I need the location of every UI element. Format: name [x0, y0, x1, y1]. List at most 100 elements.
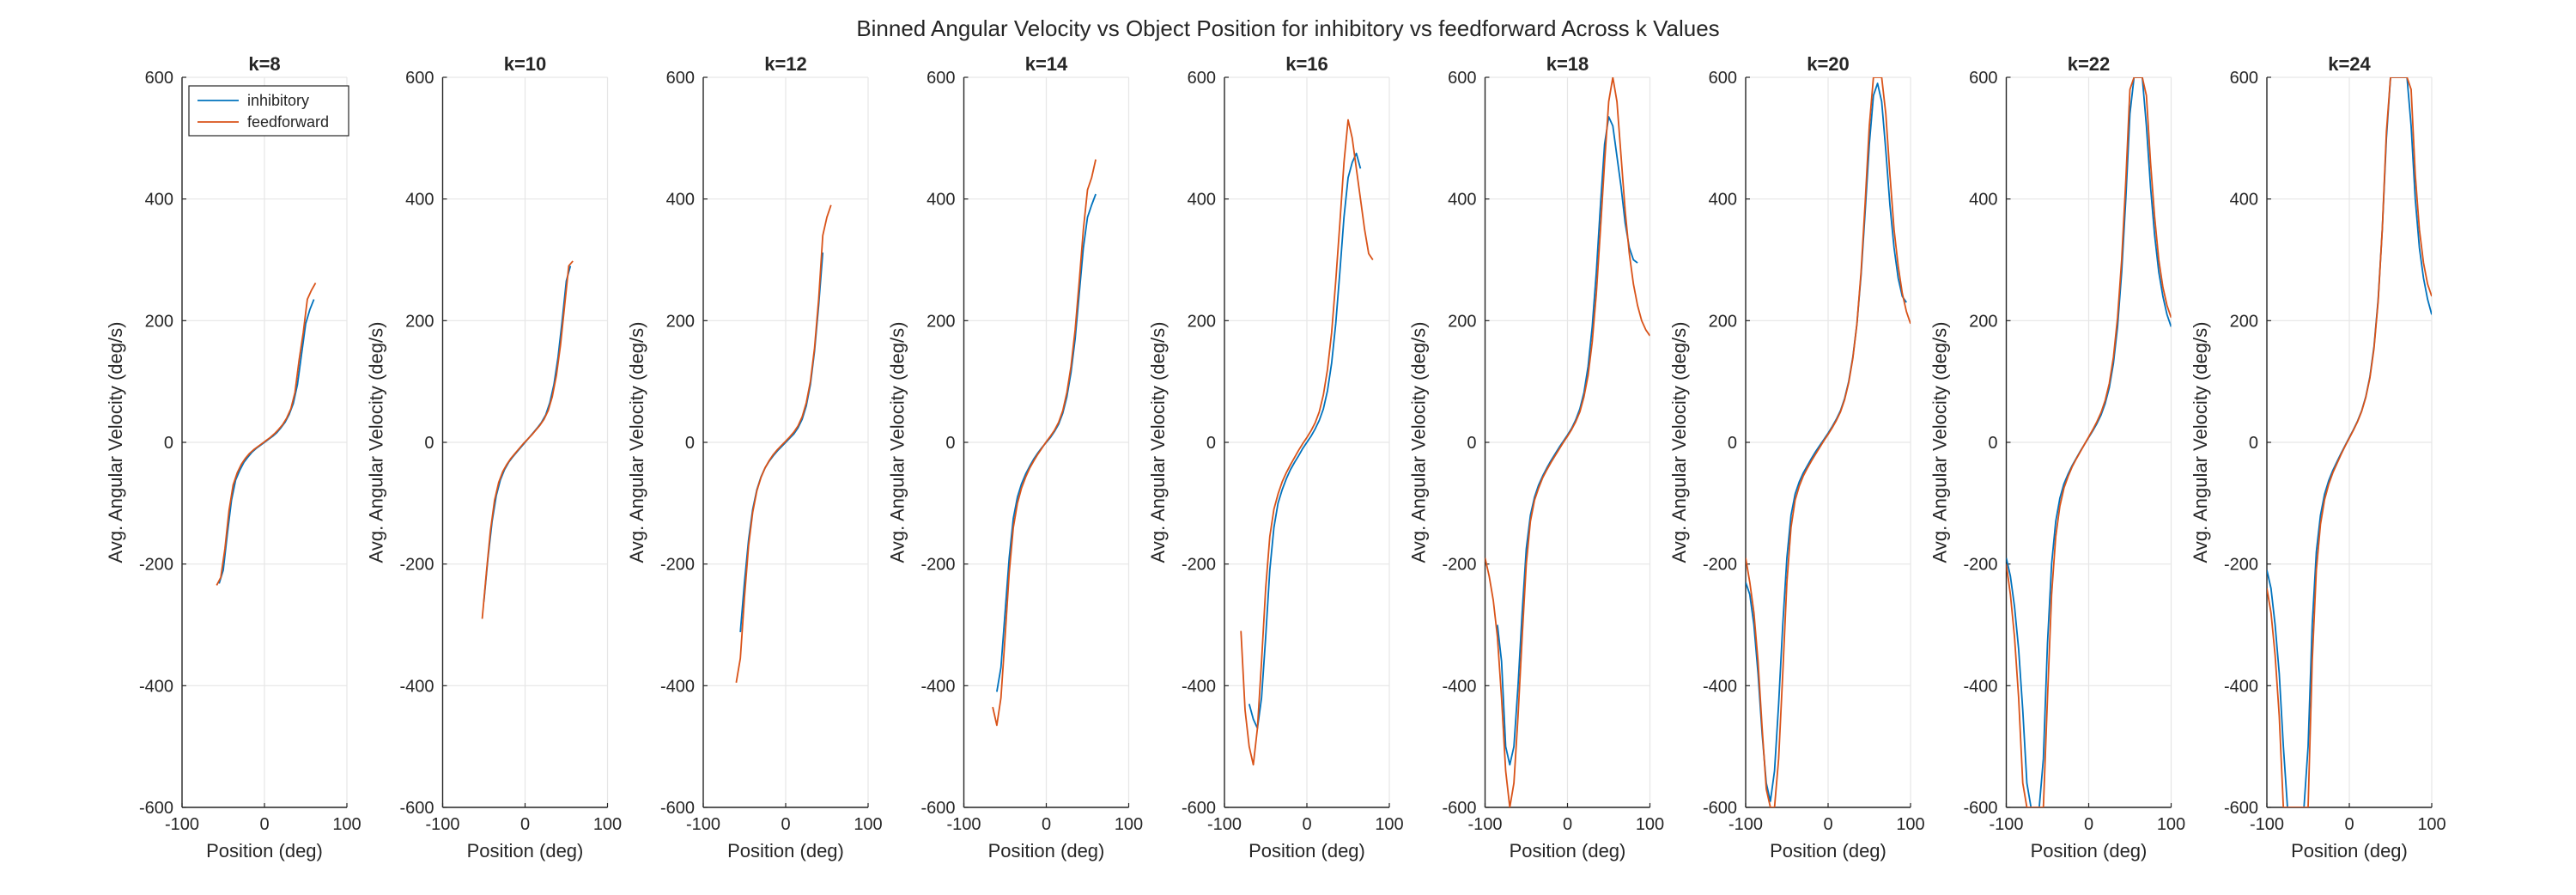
y-tick-label: -600: [1963, 799, 1997, 818]
series-line-feedforward: [1746, 77, 1911, 807]
y-axis-label: Avg. Angular Velocity (deg/s): [1929, 322, 1951, 563]
x-tick-label: -100: [425, 815, 459, 834]
y-tick-label: 200: [1709, 312, 1737, 331]
y-tick-label: -600: [139, 799, 173, 818]
x-tick-label: 0: [781, 815, 790, 834]
series-group: [992, 159, 1097, 727]
x-tick-label: 100: [1896, 815, 1924, 834]
series-line-feedforward: [735, 204, 832, 683]
y-tick-label: 600: [1709, 69, 1737, 88]
x-tick-label: 0: [259, 815, 269, 834]
y-tick-label: -200: [1703, 556, 1737, 575]
panel-k-8: -600 -400 -200 0 200 400 600 -100 0 100 k=8 Positio…: [105, 53, 361, 862]
y-tick-label: 200: [145, 312, 173, 331]
y-tick-label: 0: [945, 434, 955, 453]
y-tick-label: -600: [1442, 799, 1476, 818]
series-group: [2267, 77, 2432, 807]
y-tick-label: 400: [1188, 191, 1216, 210]
x-tick-label: -100: [1989, 815, 2023, 834]
y-tick-label: 600: [927, 69, 955, 88]
series-group: [2006, 77, 2172, 807]
x-tick-label: 100: [593, 815, 622, 834]
x-tick-label: -100: [1467, 815, 1502, 834]
x-axis-label: Position (deg): [1510, 840, 1626, 862]
panel-title: k=16: [1285, 53, 1328, 75]
series-group: [1485, 77, 1650, 807]
y-axis-label: Avg. Angular Velocity (deg/s): [626, 322, 647, 563]
panel-title: k=20: [1807, 53, 1850, 75]
panel-title: k=12: [764, 53, 807, 75]
y-tick-label: -400: [399, 677, 434, 696]
x-axis-label: Position (deg): [727, 840, 844, 862]
y-axis-label: Avg. Angular Velocity (deg/s): [2190, 322, 2211, 563]
y-tick-label: 0: [1467, 434, 1476, 453]
series-group: [216, 282, 317, 586]
y-tick-label: 400: [1448, 191, 1476, 210]
y-tick-label: -600: [1703, 799, 1737, 818]
y-tick-label: 600: [666, 69, 695, 88]
panel-title: k=18: [1546, 53, 1589, 75]
y-tick-label: 200: [405, 312, 434, 331]
y-tick-label: -400: [1182, 677, 1216, 696]
y-tick-label: -400: [920, 677, 955, 696]
series-line-inhibitory: [1248, 152, 1362, 729]
x-axis-label: Position (deg): [206, 840, 323, 862]
panel-k-18: -600 -400 -200 0 200 400 600 -100 0 100 k=18 Positi…: [1408, 53, 1665, 862]
x-axis-label: Position (deg): [2291, 840, 2408, 862]
figure-title: Binned Angular Velocity vs Object Positi…: [856, 15, 1719, 41]
legend-label-feedforward: feedforward: [247, 113, 329, 131]
y-tick-label: -600: [1182, 799, 1216, 818]
series-line-feedforward: [2267, 77, 2432, 807]
y-tick-label: 400: [927, 191, 955, 210]
y-tick-label: 0: [1728, 434, 1737, 453]
y-tick-label: -400: [1963, 677, 1997, 696]
panel-title: k=24: [2328, 53, 2371, 75]
x-tick-label: 100: [1636, 815, 1664, 834]
x-tick-label: 100: [854, 815, 882, 834]
series-line-feedforward: [216, 282, 317, 586]
y-tick-label: 0: [685, 434, 695, 453]
y-tick-label: -200: [2224, 556, 2258, 575]
y-axis-label: Avg. Angular Velocity (deg/s): [366, 322, 387, 563]
y-tick-label: -600: [2224, 799, 2258, 818]
series-line-feedforward: [1240, 119, 1374, 766]
x-tick-label: 100: [1115, 815, 1143, 834]
series-line-feedforward: [1485, 77, 1650, 807]
y-tick-label: 400: [405, 191, 434, 210]
y-tick-label: 200: [2230, 312, 2258, 331]
panel-k-22: -600 -400 -200 0 200 400 600 -100 0 100 k=22 Positi…: [1929, 53, 2186, 862]
panel-title: k=14: [1025, 53, 1068, 75]
x-tick-label: 0: [1563, 815, 1572, 834]
x-tick-label: -100: [686, 815, 720, 834]
x-tick-label: 100: [332, 815, 361, 834]
panels: -600 -400 -200 0 200 400 600 -100 0 100 k=8 Positio…: [105, 53, 2446, 862]
y-tick-label: -600: [920, 799, 955, 818]
x-axis-label: Position (deg): [1249, 840, 1365, 862]
x-axis-label: Position (deg): [1770, 840, 1886, 862]
series-group: [481, 260, 574, 619]
y-tick-label: -200: [1963, 556, 1997, 575]
x-tick-label: 0: [2084, 815, 2093, 834]
y-tick-label: 600: [2230, 69, 2258, 88]
series-line-feedforward: [2006, 77, 2172, 807]
y-axis-label: Avg. Angular Velocity (deg/s): [105, 322, 126, 563]
y-tick-label: -600: [660, 799, 695, 818]
series-group: [735, 204, 832, 683]
y-tick-label: -200: [399, 556, 434, 575]
y-tick-label: 600: [1188, 69, 1216, 88]
x-tick-label: -100: [2250, 815, 2284, 834]
y-axis-label: Avg. Angular Velocity (deg/s): [1408, 322, 1430, 563]
y-tick-label: 200: [1448, 312, 1476, 331]
y-tick-label: 400: [1969, 191, 1997, 210]
panel-k-14: -600 -400 -200 0 200 400 600 -100 0 100 k=14 Positi…: [887, 53, 1144, 862]
y-tick-label: -200: [1182, 556, 1216, 575]
y-tick-label: -400: [2224, 677, 2258, 696]
panel-k-12: -600 -400 -200 0 200 400 600 -100 0 100 k=12 Positi…: [626, 53, 883, 862]
y-tick-label: 0: [1206, 434, 1216, 453]
y-tick-label: 0: [424, 434, 434, 453]
panel-k-16: -600 -400 -200 0 200 400 600 -100 0 100 k=16 Positi…: [1147, 53, 1404, 862]
x-tick-label: 0: [1302, 815, 1311, 834]
legend-label-inhibitory: inhibitory: [247, 92, 309, 109]
y-tick-label: 200: [666, 312, 695, 331]
